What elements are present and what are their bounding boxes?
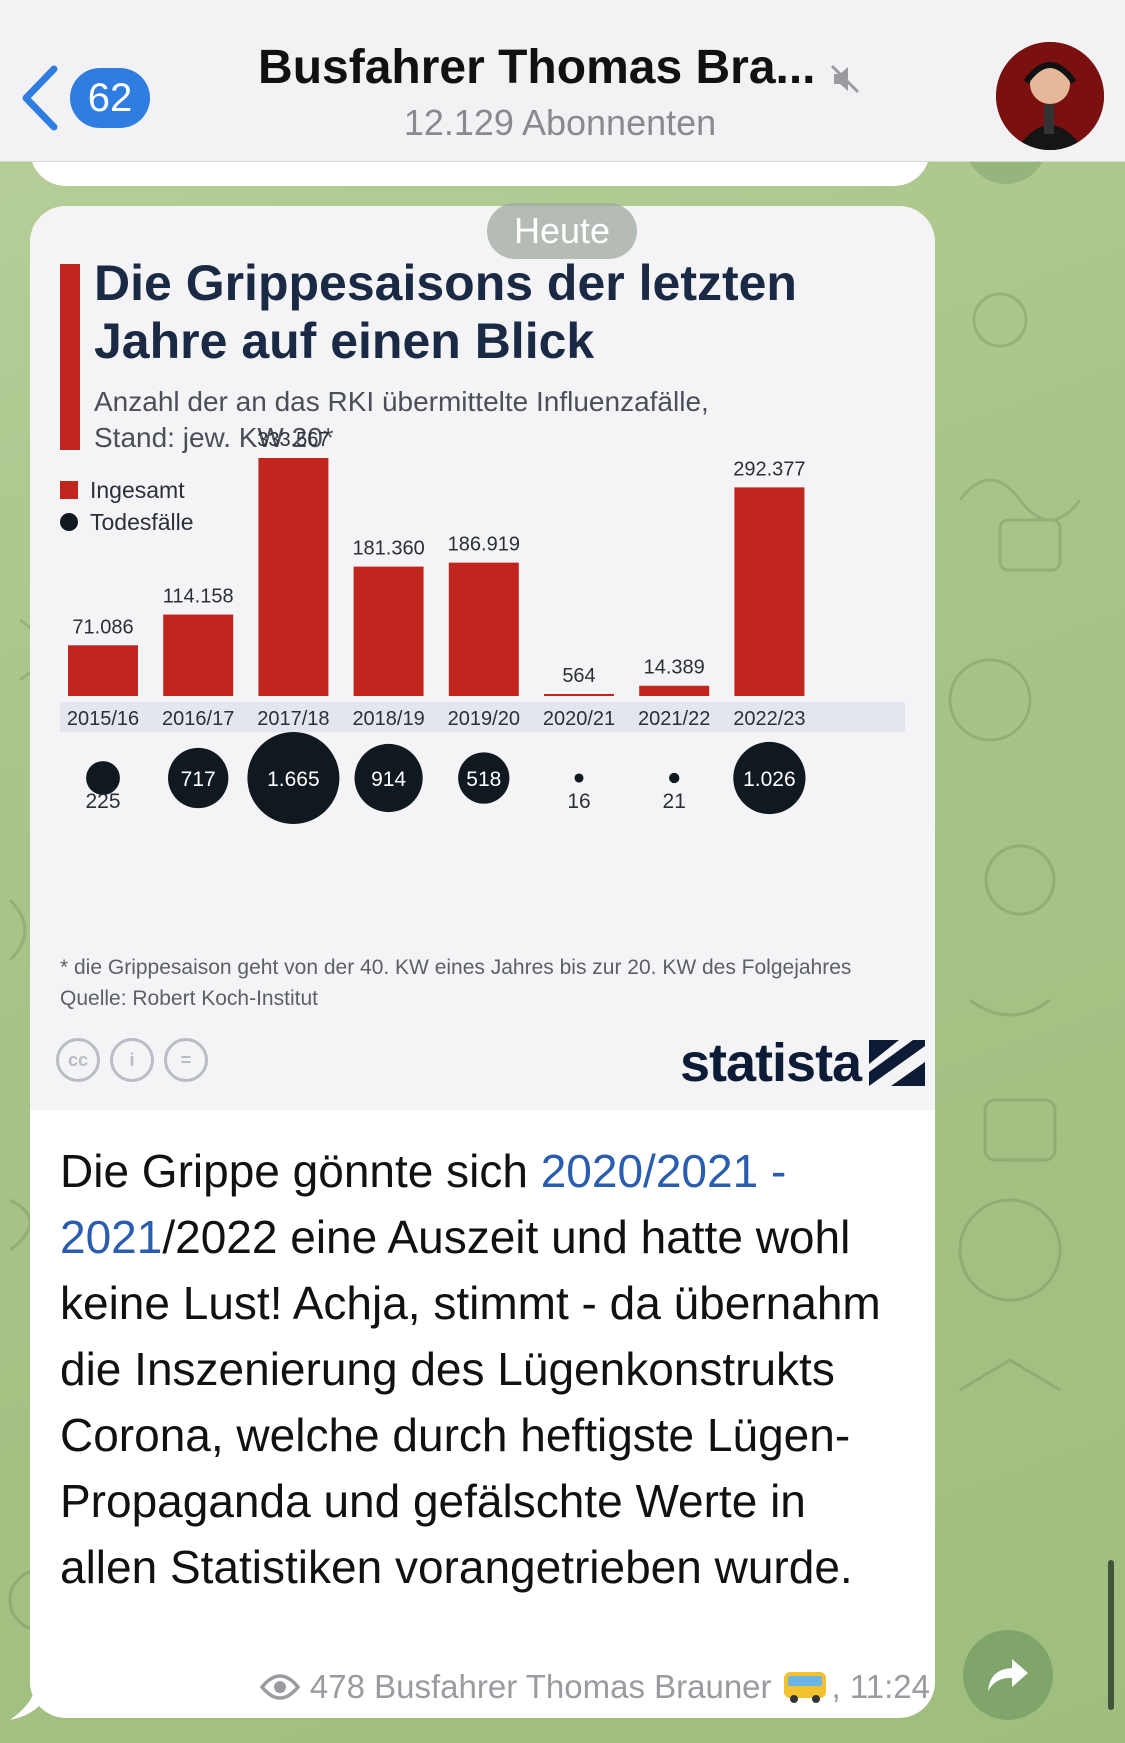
deaths-value-label: 914 (371, 768, 406, 791)
deaths-bubble-2017/18 (247, 732, 340, 824)
category-tick-label: 2016/17 (162, 708, 234, 730)
bar-value-label: 71.086 (72, 616, 133, 638)
bar-2019/20 (448, 562, 519, 696)
legend-swatch-deaths (60, 513, 78, 531)
bar-value-label: 181.360 (352, 538, 424, 560)
message-bubble[interactable]: Die Grippesaisons der letzten Jahre auf … (30, 206, 935, 1718)
subscriber-count: 12.129 Abonnenten (403, 101, 717, 143)
unread-count-badge: 62 (70, 68, 150, 128)
date-separator: Heute (487, 203, 637, 259)
share-button[interactable] (963, 1630, 1053, 1720)
bar-2018/19 (353, 566, 424, 696)
chart-subtitle-line-1: Anzahl der an das RKI übermittelte Influ… (94, 386, 709, 417)
deaths-value-label: 717 (181, 768, 216, 791)
legend-item-deaths: Todesfälle (60, 506, 194, 538)
hashtag-link-2021[interactable]: 2021 (60, 1211, 163, 1263)
hashtag-link-2020-2021[interactable]: 2020/2021 (540, 1145, 759, 1197)
bar-value-label: 114.158 (163, 586, 234, 608)
infographic-image[interactable]: Die Grippesaisons der letzten Jahre auf … (30, 206, 935, 1110)
chart-subtitle-line-2: Stand: jew. KW 20* (94, 422, 334, 453)
title-accent-bar (60, 264, 80, 450)
chevron-left-icon (22, 65, 58, 131)
bar-value-label: 14.389 (644, 657, 705, 679)
source-text: Quelle: Robert Koch-Institut (60, 987, 318, 1010)
chat-header: 62 Busfahrer Thomas Bra... 12.129 Abonne… (0, 0, 1125, 162)
category-tick-label: 2020/21 (543, 708, 615, 730)
view-count: 478 (309, 1668, 365, 1705)
bus-icon (783, 1672, 826, 1703)
bar-2022/23 (734, 487, 805, 696)
chart-legend: Ingesamt Todesfälle (60, 474, 194, 538)
legend-item-total: Ingesamt (60, 474, 194, 506)
message-meta: 478 Busfahrer Thomas Brauner , 11:24 (210, 1668, 930, 1706)
statista-logo: statista (680, 1032, 926, 1094)
legend-label-total: Ingesamt (90, 476, 185, 503)
link-separator: - (758, 1145, 787, 1197)
back-button[interactable]: 62 (18, 58, 158, 138)
share-arrow-icon (988, 1659, 1028, 1691)
person-avatar-icon (996, 42, 1104, 150)
attribution-icon: i (110, 1038, 154, 1082)
deaths-value-label: 518 (466, 768, 501, 791)
deaths-bubble-2018/19 (354, 743, 423, 813)
bar-2020/21 (544, 694, 614, 696)
deaths-value-label: 225 (85, 790, 120, 813)
category-tick-label: 2015/16 (67, 708, 139, 730)
author-signature: Busfahrer Thomas Brauner (374, 1668, 772, 1705)
category-tick-label: 2018/19 (352, 708, 424, 730)
statista-mark-icon (869, 1040, 926, 1086)
deaths-value-label: 1.665 (267, 768, 320, 791)
category-tick-label: 2021/22 (638, 708, 710, 730)
deaths-bubble-2016/17 (168, 747, 229, 809)
chart-title-line-1: Die Grippesaisons der letzten (94, 255, 797, 311)
deaths-bubble-2015/16 (86, 761, 120, 795)
message-text-rest: /2022 eine Auszeit und hatte wohl keine … (60, 1211, 881, 1593)
chart-subtitle: Anzahl der an das RKI übermittelte Influ… (94, 384, 894, 456)
deaths-bubble-2019/20 (458, 752, 510, 804)
category-tick-label: 2019/20 (448, 708, 520, 730)
channel-avatar[interactable] (996, 42, 1104, 150)
bar-2021/22 (639, 685, 710, 696)
channel-title: Busfahrer Thomas Bra... (258, 41, 816, 94)
legend-label-deaths: Todesfälle (90, 508, 194, 535)
eye-icon (259, 1674, 300, 1700)
category-tick-label: 2022/23 (733, 708, 805, 730)
chart-title: Die Grippesaisons der letzten Jahre auf … (94, 254, 894, 370)
deaths-bubble-2022/23 (733, 741, 806, 815)
legend-swatch-total (60, 481, 78, 499)
deaths-value-label: 21 (663, 790, 686, 813)
category-tick-label: 2017/18 (257, 708, 329, 730)
muted-speaker-icon (830, 64, 860, 93)
category-axis-band (60, 702, 905, 732)
license-icons: cc i = (56, 1038, 208, 1082)
scrollbar[interactable] (1108, 1560, 1114, 1710)
bar-value-label: 292.377 (733, 458, 805, 480)
bar-chart: 71.086 2015/16 225 114.158 2016/17 717 333.567… (60, 429, 905, 824)
deaths-value-label: 1.026 (743, 768, 796, 791)
deaths-bubble-2021/22 (669, 772, 680, 784)
statista-wordmark: statista (680, 1033, 862, 1093)
message-text: Die Grippe gönnte sich 2020/2021 - 2021/… (60, 1138, 910, 1600)
cc-icon: cc (56, 1038, 100, 1082)
bubble-tail (10, 1690, 50, 1720)
bar-value-label: 186.919 (448, 534, 520, 556)
bar-2016/17 (163, 614, 234, 696)
no-derivatives-icon: = (164, 1038, 208, 1082)
message-time: , 11:24 (831, 1668, 930, 1705)
deaths-value-label: 16 (567, 790, 590, 813)
chart-title-line-2: Jahre auf einen Blick (94, 313, 595, 369)
message-text-part: Die Grippe gönnte sich (60, 1145, 541, 1197)
bar-value-label: 564 (562, 665, 595, 687)
bar-value-label: 333.567 (257, 429, 329, 451)
channel-title-area[interactable]: Busfahrer Thomas Bra... 12.129 Abonnente… (230, 40, 890, 144)
bar-2015/16 (68, 645, 138, 696)
deaths-bubble-2020/21 (574, 773, 584, 783)
bar-2017/18 (258, 458, 329, 696)
footnote-text: * die Grippesaison geht von der 40. KW e… (60, 956, 852, 979)
chart-footnote: * die Grippesaison geht von der 40. KW e… (60, 952, 920, 1014)
